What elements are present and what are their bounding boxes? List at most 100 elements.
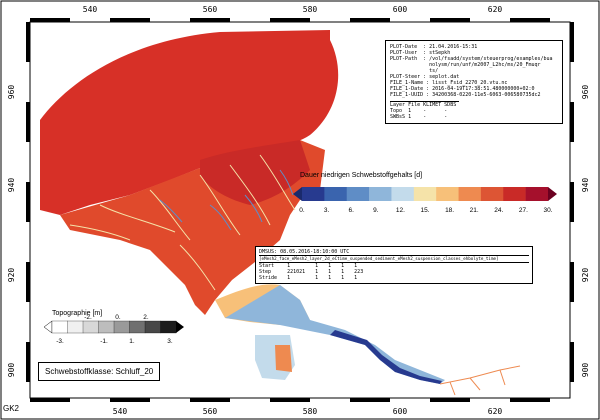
plot-info-line: PLOT-Path : /vol/fsadd/system/steuerprog… bbox=[390, 56, 553, 62]
time-table-cell: 221021 bbox=[287, 269, 306, 275]
time-info-title: DMSUS: 08.05.2016-18:10:00 UTC bbox=[259, 249, 350, 255]
x-axis-top: 540 560 580 600 620 bbox=[83, 5, 503, 14]
time-table-cell: 1 bbox=[328, 275, 332, 281]
x-tick-top: 620 bbox=[488, 5, 503, 14]
class-label: Schwebstoffklasse: Schluff_20 bbox=[45, 367, 154, 376]
time-info-subtitle: [eMesh2_face_eMesh2_layer_2d_eCtime_susp… bbox=[259, 255, 529, 263]
duration-color-swatch bbox=[302, 187, 325, 201]
plot-info-line: ts/ bbox=[390, 68, 439, 74]
duration-tick-label: 24. bbox=[494, 207, 503, 214]
time-table-row: Step 221021 1 1 1 223 bbox=[259, 269, 373, 275]
plot-info-line: PLOT-Steer : seplot.dat bbox=[390, 74, 460, 80]
time-table-cell: 1 bbox=[341, 269, 345, 275]
time-table-cell: 1 bbox=[315, 269, 319, 275]
duration-legend-title: Dauer niedrigen Schwebstoffgehalts [d] bbox=[300, 172, 422, 179]
topo-tick-label-above: -2. bbox=[84, 314, 92, 321]
legend-left-arrow bbox=[293, 187, 302, 201]
y-tick-right: 960 bbox=[581, 85, 590, 100]
x-tick-bottom: 540 bbox=[113, 407, 128, 416]
topo-legend: Topographie [m] -2. 0. 2. -3. -1. 1. 3. bbox=[43, 310, 184, 345]
x-tick-bottom: 560 bbox=[203, 407, 218, 416]
layer-table-header-cell: Layer bbox=[390, 102, 406, 108]
time-table-cell: 223 bbox=[354, 269, 364, 275]
time-table-row: Start 1 1 1 1 1 bbox=[259, 263, 373, 269]
layer-table-cell: SWBsS bbox=[390, 114, 406, 120]
y-tick-right: 920 bbox=[581, 268, 590, 283]
x-tick-bottom: 580 bbox=[303, 407, 318, 416]
time-info-table: Start 1 1 1 1 1 Step 221021 1 1 1 223 Stride 1 1 1 1 1 bbox=[259, 263, 373, 281]
x-tick-top: 580 bbox=[303, 5, 318, 14]
time-table-cell: Start bbox=[259, 263, 275, 269]
layer-table-cell: 1 bbox=[408, 114, 412, 120]
shallow-flats bbox=[159, 169, 294, 231]
topo-right-arrow bbox=[176, 321, 184, 333]
layer-table-cell: - bbox=[423, 114, 427, 120]
layer-table-row: Topo 1 - - bbox=[390, 108, 459, 114]
topo-color-swatch bbox=[67, 320, 84, 334]
layer-table-cell: - bbox=[444, 114, 448, 120]
duration-color-swatch bbox=[346, 187, 370, 201]
duration-color-swatch bbox=[369, 187, 392, 201]
duration-tick-label: 0. bbox=[299, 207, 305, 214]
layer-table-header: Layer File KLIMET SDBS bbox=[390, 102, 459, 109]
duration-color-swatch bbox=[436, 187, 459, 201]
topo-color-swatch bbox=[160, 320, 177, 334]
time-table-cell: Step bbox=[259, 269, 272, 275]
layer-table-cell: - bbox=[423, 108, 427, 114]
topo-color-swatch bbox=[98, 320, 115, 334]
topo-color-swatch bbox=[144, 320, 161, 334]
plot-info-line: PLOT-Date : 21.04.2016-15:31 bbox=[390, 44, 478, 50]
plot-info-box: PLOT-Date : 21.04.2016-15:31 PLOT-User : … bbox=[385, 40, 563, 124]
corner-label: GK2 bbox=[3, 404, 20, 413]
y-tick-left: 900 bbox=[7, 363, 16, 378]
estuary-inlet-red bbox=[275, 345, 292, 372]
time-table-cell: Stride bbox=[259, 275, 278, 281]
topo-color-swatch bbox=[129, 320, 146, 334]
layer-table-cell: Topo bbox=[390, 108, 403, 114]
time-table-cell: 1 bbox=[328, 269, 332, 275]
duration-color-swatch bbox=[391, 187, 415, 201]
duration-color-swatch bbox=[480, 187, 504, 201]
topo-tick-label-below: 3. bbox=[167, 338, 173, 345]
frame-segments bbox=[26, 18, 574, 402]
open-sea-area bbox=[40, 30, 339, 215]
duration-tick-label: 12. bbox=[396, 207, 405, 214]
duration-color-swatch bbox=[525, 187, 549, 201]
time-table-cell: 1 bbox=[341, 263, 345, 269]
duration-colorbar bbox=[302, 187, 549, 201]
layer-table-cell: 1 bbox=[408, 108, 412, 114]
y-axis-right: 960 940 920 900 bbox=[581, 85, 590, 378]
time-table-cell: 1 bbox=[328, 263, 332, 269]
layer-table-row: SWBsS 1 - - bbox=[390, 114, 459, 120]
layer-table-header-cell: KLIMET bbox=[423, 102, 442, 108]
legend-right-arrow bbox=[548, 187, 557, 201]
duration-tick-label: 18. bbox=[445, 207, 454, 214]
y-tick-left: 920 bbox=[7, 268, 16, 283]
river-deep-channel bbox=[330, 330, 442, 384]
topo-tick-label-above: 2. bbox=[143, 314, 149, 321]
topo-labels-below: -3. -1. 1. 3. bbox=[56, 338, 173, 345]
duration-tick-label: 3. bbox=[324, 207, 330, 214]
duration-tick-label: 27. bbox=[519, 207, 528, 214]
x-tick-bottom: 600 bbox=[393, 407, 408, 416]
y-tick-right: 940 bbox=[581, 178, 590, 193]
duration-tick-label: 15. bbox=[420, 207, 429, 214]
duration-color-swatch bbox=[413, 187, 437, 201]
plot-info-line: FILE_1-Name : lisst_Fsid_2270_20.vtu.nc bbox=[390, 80, 508, 86]
y-axis-left: 960 940 920 900 bbox=[7, 85, 16, 378]
topo-tick-label-below: 1. bbox=[129, 338, 135, 345]
duration-tick-label: 9. bbox=[373, 207, 379, 214]
layer-table-header-cell: SDBS bbox=[444, 102, 457, 108]
plot-info-line: FILE_1-Date : 2016-04-19T17:38:51.480000… bbox=[390, 86, 535, 92]
x-tick-top: 540 bbox=[83, 5, 98, 14]
duration-tick-label: 6. bbox=[348, 207, 354, 214]
duration-labels: 0. 3. 6. 9. 12. 15. 18. 21. 24. 27. 30. bbox=[299, 207, 552, 214]
time-table-cell: 1 bbox=[354, 263, 358, 269]
time-table-cell: 1 bbox=[287, 263, 291, 269]
sediment-field bbox=[40, 30, 445, 384]
time-table-cell: 1 bbox=[315, 263, 319, 269]
time-table-row: Stride 1 1 1 1 1 bbox=[259, 275, 373, 281]
x-tick-bottom: 620 bbox=[488, 407, 503, 416]
